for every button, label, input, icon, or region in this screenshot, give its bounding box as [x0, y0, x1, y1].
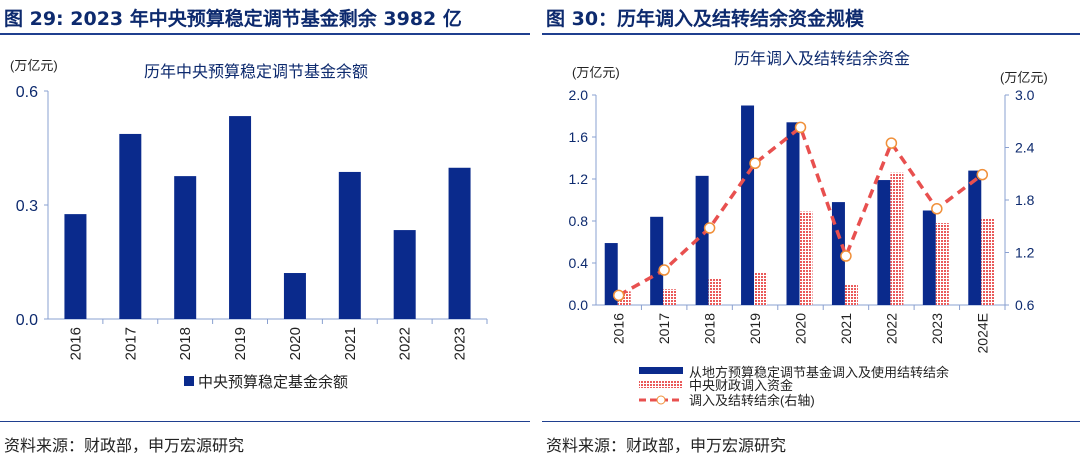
line-point — [794, 121, 807, 134]
legend-swatch — [639, 381, 683, 388]
bar-central-fund — [708, 278, 722, 305]
y-tick-label: 0.0 — [569, 297, 589, 313]
x-tick-label: 2019 — [747, 313, 763, 344]
divider — [542, 421, 1080, 422]
y-right-tick-label: 1.2 — [1015, 245, 1035, 261]
x-tick-label: 2018 — [177, 327, 194, 360]
source-note: 资料来源：财政部，申万宏源研究 — [546, 436, 787, 455]
bar-local-fund — [968, 170, 982, 305]
bar — [174, 176, 197, 319]
legend-label: 调入及结转结余(右轴) — [689, 393, 815, 408]
divider — [0, 33, 530, 35]
bar-central-fund — [890, 172, 904, 305]
bar-central-fund — [663, 289, 677, 305]
x-tick-label: 2017 — [122, 327, 139, 360]
line-point — [931, 203, 943, 215]
right-panel: 图 30：历年调入及结转结余资金规模 历年调入及结转结余资金 (万亿元) (万亿元)… — [542, 0, 1080, 462]
bar-central-fund — [844, 285, 858, 305]
bar — [283, 273, 306, 319]
y-tick-label: 0.6 — [16, 84, 38, 101]
y-tick-label: 0.8 — [569, 213, 589, 229]
line-point — [749, 157, 761, 169]
x-tick-label: 2023 — [929, 313, 945, 344]
y-right-tick-label: 3.0 — [1015, 87, 1035, 103]
left-panel: 图 29: 2023 年中央预算稳定调节基金剩余 3982 亿 历年中央预算稳定… — [0, 0, 530, 462]
source-note: 资料来源：财政部，申万宏源研究 — [4, 436, 245, 455]
legend-marker — [656, 395, 666, 405]
y-axis-unit: (万亿元) — [572, 65, 620, 80]
chart-right: 历年调入及结转结余资金 (万亿元) (万亿元) 0.0 0.4 0.8 1.2 1.6 2.0 0… — [569, 49, 1048, 408]
line-total — [617, 124, 984, 297]
divider — [542, 33, 1080, 35]
y-tick-label: 2.0 — [569, 87, 589, 103]
x-tick-label: 2024E — [974, 313, 990, 353]
legend-label: 中央财政调入资金 — [689, 378, 793, 393]
bar-local-fund — [922, 210, 936, 305]
line-point — [703, 222, 716, 234]
x-tick-label: 2017 — [656, 313, 672, 344]
x-tick-label: 2020 — [287, 327, 304, 360]
figure-title: 图 29: 2023 年中央预算稳定调节基金剩余 3982 亿 — [4, 8, 462, 30]
x-tick-label: 2021 — [838, 313, 854, 344]
legend-label: 从地方预算稳定调节基金调入及使用结转结余 — [689, 365, 949, 380]
bar-local-fund — [695, 175, 709, 305]
y-tick-label: 1.6 — [569, 129, 589, 145]
legend-swatch — [184, 376, 194, 386]
legend-label: 中央预算稳定基金余额 — [198, 373, 348, 391]
y-right-tick-label: 0.6 — [1015, 297, 1035, 313]
x-tick-label: 2022 — [397, 327, 414, 360]
chart-left: 历年中央预算稳定调节基金余额 (万亿元) 0.0 0.3 0.6 2016 2017 2018… — [10, 58, 488, 391]
bar-central-fund — [799, 211, 813, 305]
bar-central-fund — [754, 272, 768, 305]
bar — [338, 171, 361, 319]
bar-local-fund — [604, 243, 618, 305]
x-tick-label: 2021 — [342, 327, 359, 360]
y-tick-label: 0.0 — [16, 312, 38, 329]
chart-title: 历年中央预算稳定调节基金余额 — [144, 62, 368, 81]
y-right-tick-label: 2.4 — [1015, 140, 1035, 156]
y-axis-unit: (万亿元) — [10, 58, 58, 73]
x-tick-label: 2018 — [702, 313, 718, 344]
legend-swatch — [639, 367, 683, 374]
bar-local-fund — [650, 216, 664, 305]
bar — [393, 230, 416, 319]
y-tick-label: 1.2 — [569, 171, 589, 187]
x-tick-label: 2016 — [67, 327, 84, 360]
line-point — [976, 168, 989, 181]
bar-local-fund — [831, 202, 845, 305]
x-tick-label: 2019 — [232, 327, 249, 360]
line-point — [840, 250, 852, 262]
y-tick-label: 0.4 — [569, 255, 589, 271]
bar — [119, 133, 142, 319]
bar-local-fund — [877, 180, 891, 305]
x-tick-label: 2016 — [611, 313, 627, 344]
x-tick-label: 2023 — [452, 327, 469, 360]
divider — [0, 421, 530, 422]
bar — [64, 214, 87, 319]
x-tick-label: 2022 — [883, 313, 899, 344]
bar — [229, 116, 252, 319]
figure-title: 图 30：历年调入及结转结余资金规模 — [546, 8, 865, 30]
bar-central-fund — [981, 218, 995, 305]
y-right-tick-label: 1.8 — [1015, 192, 1035, 208]
y-axis-right-unit: (万亿元) — [1000, 70, 1048, 85]
bar-local-fund — [786, 122, 800, 305]
bar-local-fund — [741, 105, 755, 305]
line-point — [612, 289, 625, 302]
bar-central-fund — [935, 223, 949, 305]
line-point — [885, 137, 898, 149]
line-point — [658, 264, 670, 276]
y-tick-label: 0.3 — [16, 198, 38, 215]
chart-title: 历年调入及结转结余资金 — [734, 49, 910, 68]
bar — [448, 167, 471, 319]
x-tick-label: 2020 — [793, 313, 809, 344]
